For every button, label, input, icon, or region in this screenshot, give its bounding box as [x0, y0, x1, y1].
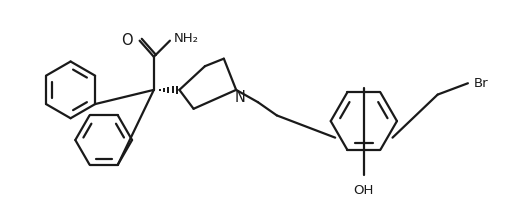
- Text: O: O: [121, 33, 133, 48]
- Text: OH: OH: [354, 185, 374, 197]
- Text: N: N: [234, 90, 245, 105]
- Text: Br: Br: [474, 77, 488, 90]
- Text: NH₂: NH₂: [174, 32, 199, 45]
